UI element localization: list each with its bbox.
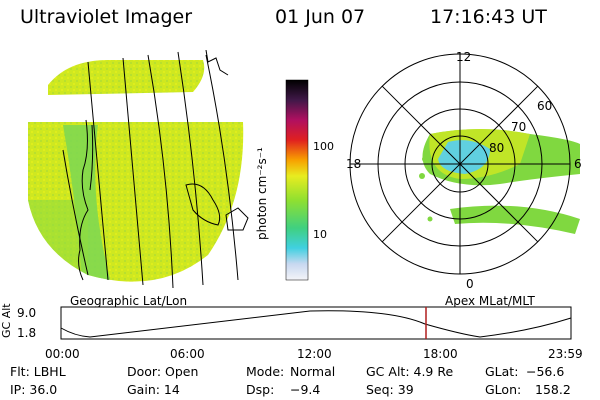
polar-plot: [349, 53, 580, 275]
instrument-title: Ultraviolet Imager: [20, 6, 193, 28]
time-label: 17:16:43 UT: [430, 6, 547, 28]
mode-value: Normal: [290, 364, 336, 379]
mlat-label-70: 70: [511, 120, 527, 134]
time-tick-2359: 23:59: [548, 347, 583, 361]
mlt-label-12: 12: [456, 50, 472, 64]
altitude-plot-frame: [60, 306, 572, 340]
time-tick-1200: 12:00: [297, 347, 332, 361]
dsp-label: Dsp:: [246, 382, 275, 397]
glat-label: GLat:: [485, 364, 519, 379]
date-label: 01 Jun 07: [275, 6, 366, 28]
gc-alt-info: GC Alt: 4.9 Re: [366, 364, 454, 379]
altitude-ylabel: GC Alt: [0, 303, 13, 338]
polar-cap-region: [438, 140, 490, 174]
colorbar-unit-label: photon cm⁻²s⁻¹: [255, 147, 269, 240]
coastline: [78, 50, 249, 281]
mlat-label-80: 80: [489, 141, 505, 155]
glon-label: GLon:: [485, 382, 522, 397]
colorbar-scale: [285, 79, 309, 281]
filter-info: Flt: LBHL: [10, 364, 66, 379]
geographic-image: [28, 50, 249, 289]
geographic-panel-label: Geographic Lat/Lon: [70, 294, 188, 308]
colorbar-tick-100: 100: [313, 140, 334, 153]
mode-label: Mode:: [246, 364, 285, 379]
altitude-tick-1-8: 1.8: [17, 326, 37, 340]
dsp-value: −9.4: [290, 382, 321, 397]
mlat-label-60: 60: [537, 99, 553, 113]
ip-info: IP: 36.0: [10, 382, 58, 397]
mlt-spokes: [350, 54, 570, 274]
colorbar-tick-10: 10: [313, 228, 327, 241]
altitude-plot: [60, 306, 572, 340]
glon-value: 158.2: [535, 382, 571, 397]
aurora-band-lower: [450, 205, 580, 234]
mlt-label-0: 0: [466, 277, 474, 291]
meridian-lines: [62, 51, 239, 289]
altitude-tick-9: 9.0: [17, 306, 37, 320]
time-tick-0000: 00:00: [45, 347, 80, 361]
mlt-label-6: 6: [574, 157, 582, 171]
mlt-label-18: 18: [346, 157, 362, 171]
time-tick-1800: 18:00: [423, 347, 458, 361]
gain-info: Gain: 14: [127, 382, 180, 397]
seq-info: Seq: 39: [366, 382, 414, 397]
polar-panel-label: Apex MLat/MLT: [445, 294, 535, 308]
colorbar: [285, 79, 309, 281]
image-strip-top: [48, 60, 205, 95]
time-tick-0600: 06:00: [170, 347, 205, 361]
door-info: Door: Open: [127, 364, 199, 379]
glat-value: −56.6: [526, 364, 565, 379]
altitude-curve: [60, 310, 572, 338]
